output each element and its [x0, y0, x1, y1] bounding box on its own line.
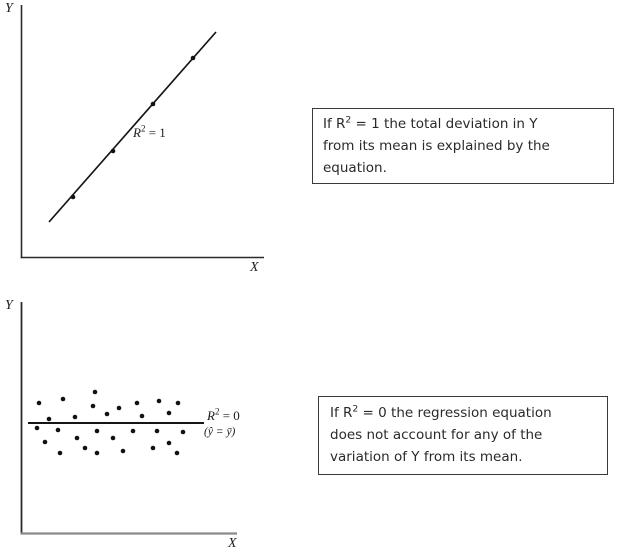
data-point	[175, 400, 181, 406]
text-segment: = 1 the total deviation in Y	[351, 116, 538, 132]
equals-value: = 1	[145, 125, 166, 140]
explanation-line-3: variation of Y from its mean.	[330, 449, 523, 465]
r-symbol: R	[133, 125, 141, 140]
data-point	[34, 425, 40, 431]
data-point	[110, 435, 116, 441]
data-point	[154, 428, 160, 434]
data-point	[92, 389, 98, 395]
r2-equals-1-label: R2 = 1	[133, 123, 166, 140]
data-point	[120, 448, 126, 454]
superscript-2: 2	[345, 114, 352, 126]
data-point	[166, 410, 172, 416]
data-point	[104, 411, 110, 417]
data-point	[94, 450, 100, 456]
r2-0-explanation-box: If R2 = 0 the regression equation does n…	[318, 396, 608, 475]
r2-1-explanation-box: If R2 = 1 the total deviation in Y from …	[312, 108, 614, 184]
superscript-2: 2	[214, 406, 220, 417]
plot2-x-axis-label: X	[228, 536, 237, 551]
text-segment: If R	[323, 116, 346, 132]
superscript-2: 2	[352, 403, 359, 415]
explanation-line-1: If R2 = 0 the regression equation	[330, 402, 596, 424]
data-point	[150, 445, 156, 451]
regression-line	[48, 31, 217, 223]
explanation-line-2: from its mean is explained by the	[323, 138, 550, 154]
data-point	[74, 435, 80, 441]
data-point	[70, 194, 76, 200]
data-point	[166, 440, 172, 446]
data-point	[110, 148, 116, 154]
equals-value: = 0	[219, 408, 240, 423]
data-point	[134, 400, 140, 406]
data-point	[90, 403, 96, 409]
r-symbol: R	[207, 408, 215, 423]
data-point	[94, 428, 100, 434]
plot1-y-axis-label: Y	[5, 1, 13, 16]
data-point	[42, 439, 48, 445]
data-point	[116, 405, 122, 411]
data-point	[46, 416, 52, 422]
data-point	[60, 396, 66, 402]
superscript-2: 2	[140, 123, 146, 134]
data-point	[57, 450, 63, 456]
data-point	[180, 429, 186, 435]
data-point	[174, 450, 180, 456]
data-point	[82, 445, 88, 451]
data-point	[190, 55, 196, 61]
r2-equals-0-label: R2 = 0	[207, 406, 240, 423]
data-point	[130, 428, 136, 434]
data-point	[55, 427, 61, 433]
data-point	[150, 101, 156, 107]
data-point	[139, 413, 145, 419]
yhat-equals-ybar-label: (ŷ = ȳ)	[204, 426, 236, 438]
plot2-y-axis-label: Y	[5, 298, 13, 313]
explanation-line-1: If R2 = 1 the total deviation in Y	[323, 113, 603, 135]
explanation-line-3: equation.	[323, 160, 387, 176]
text-segment: If R	[330, 405, 353, 421]
data-point	[156, 398, 162, 404]
plot1-x-axis-label: X	[250, 260, 259, 275]
data-point	[72, 414, 78, 420]
explanation-line-2: does not account for any of the	[330, 427, 543, 443]
text-segment: = 0 the regression equation	[358, 405, 552, 421]
data-point	[36, 400, 42, 406]
